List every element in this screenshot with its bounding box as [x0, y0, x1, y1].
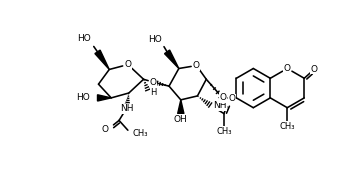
Text: O: O [219, 93, 226, 102]
Text: O: O [284, 64, 291, 73]
Text: HO: HO [76, 93, 90, 102]
Text: NH: NH [213, 101, 227, 110]
Polygon shape [165, 50, 179, 68]
Text: CH₃: CH₃ [279, 122, 295, 131]
Text: O: O [150, 78, 157, 87]
Text: CH₃: CH₃ [216, 127, 232, 136]
Text: O: O [102, 125, 109, 134]
Text: NH: NH [120, 104, 134, 113]
Polygon shape [95, 50, 109, 70]
Text: O: O [219, 93, 226, 102]
Polygon shape [177, 100, 184, 114]
Text: O: O [150, 78, 157, 87]
Text: O: O [311, 65, 318, 74]
Text: O: O [193, 61, 200, 70]
Polygon shape [97, 95, 111, 101]
Text: OH: OH [174, 115, 188, 124]
Text: H: H [150, 88, 157, 97]
Text: CH₃: CH₃ [133, 129, 148, 138]
Text: O: O [228, 94, 235, 103]
Text: HO: HO [148, 35, 162, 44]
Text: O: O [124, 60, 131, 69]
Text: O: O [193, 61, 200, 70]
Text: O: O [284, 64, 291, 73]
Text: O: O [124, 60, 131, 69]
Text: O: O [311, 65, 318, 74]
Text: HO: HO [77, 34, 91, 43]
